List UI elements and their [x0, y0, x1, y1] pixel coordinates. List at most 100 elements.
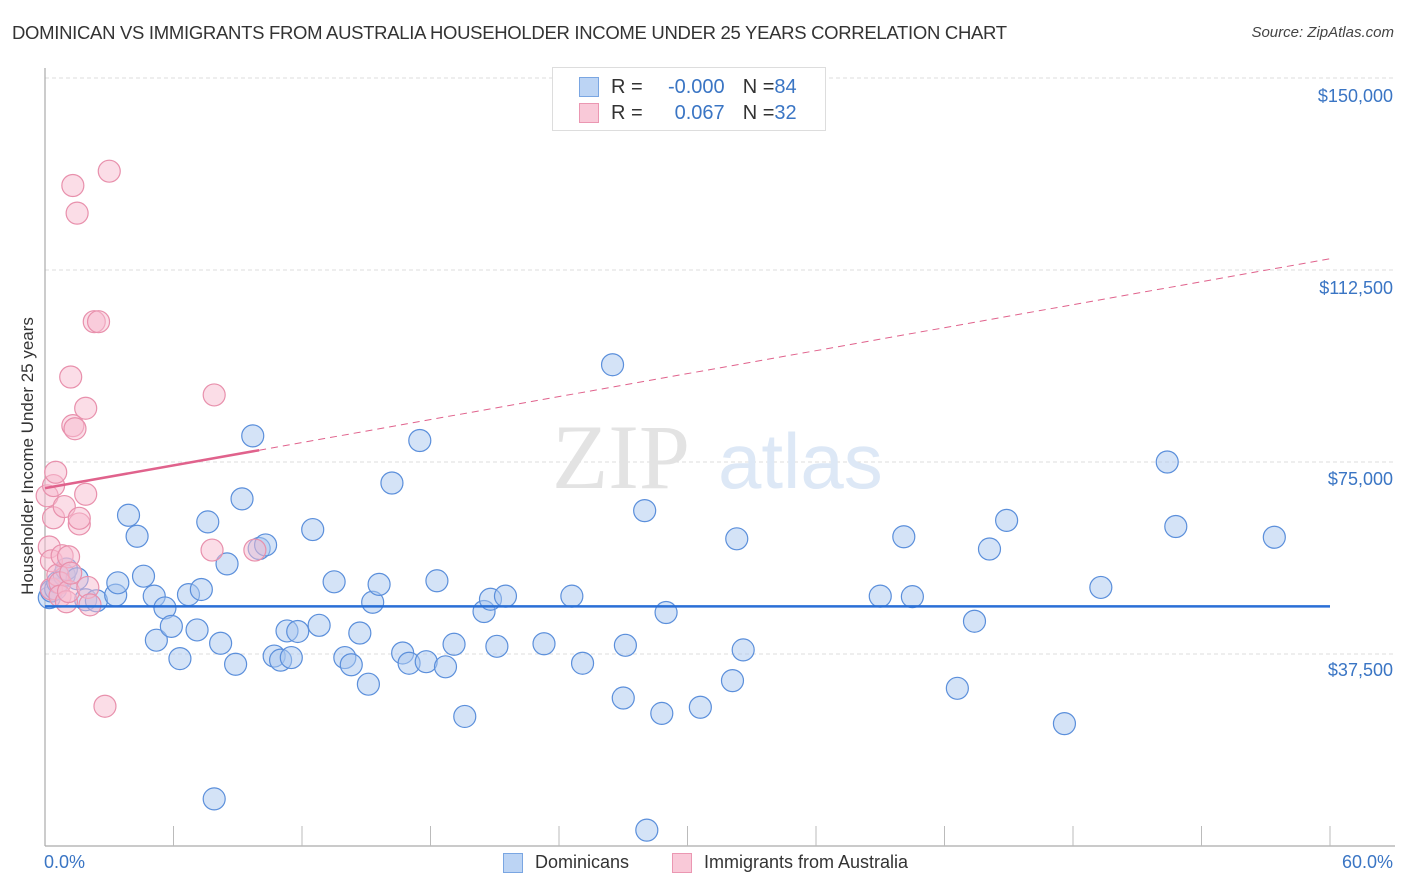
- data-point: [380, 471, 404, 495]
- data-point: [356, 672, 380, 696]
- y-axis-label: Householder Income Under 25 years: [18, 317, 37, 595]
- r-label: R =: [611, 75, 643, 98]
- data-point: [633, 499, 657, 523]
- data-point: [230, 487, 254, 511]
- data-point: [995, 508, 1019, 532]
- n-label: N =: [742, 75, 775, 98]
- data-point: [196, 510, 220, 534]
- data-point: [414, 650, 438, 674]
- data-point: [635, 818, 659, 842]
- data-point: [425, 569, 449, 593]
- gridlines: [45, 77, 1395, 655]
- r-value: 0.067: [674, 101, 725, 124]
- series-dominicans: [37, 353, 1286, 842]
- data-point: [65, 201, 89, 225]
- data-point: [74, 396, 98, 420]
- data-point: [945, 676, 969, 700]
- legend-swatch-pink: [579, 103, 599, 123]
- data-point: [159, 614, 183, 638]
- axes: [44, 68, 1395, 847]
- data-point: [215, 552, 239, 576]
- data-point: [408, 428, 432, 453]
- data-point: [977, 537, 1002, 561]
- data-point: [307, 613, 331, 637]
- data-point: [200, 538, 224, 562]
- data-point: [67, 506, 91, 530]
- data-point: [560, 584, 584, 608]
- legend-item-dominicans[interactable]: Dominicans: [503, 852, 629, 873]
- data-point: [61, 173, 85, 198]
- data-point: [493, 584, 518, 608]
- data-point: [168, 647, 192, 671]
- data-point: [63, 417, 87, 441]
- source-label: Source: ZipAtlas.com: [1251, 24, 1394, 41]
- legend-label: Immigrants from Australia: [704, 852, 909, 872]
- data-point: [59, 561, 83, 585]
- legend-swatch-blue: [579, 77, 599, 97]
- data-point: [600, 353, 625, 377]
- r-label: R =: [611, 101, 643, 124]
- data-point: [59, 365, 83, 389]
- legend-row-dominicans: R = -0.000 N = 84: [579, 75, 797, 99]
- data-point: [433, 655, 458, 679]
- data-point: [688, 695, 712, 719]
- watermark-atlas: atlas: [718, 417, 883, 505]
- data-point: [650, 701, 674, 725]
- data-point: [1052, 712, 1077, 736]
- data-point: [106, 571, 130, 595]
- ytick-112500: $112,500: [1319, 278, 1393, 298]
- data-point: [892, 525, 916, 549]
- data-point: [241, 424, 265, 448]
- data-point: [131, 564, 156, 588]
- data-point: [868, 584, 892, 608]
- data-point: [224, 652, 248, 676]
- data-point: [1089, 575, 1113, 600]
- data-point: [86, 310, 111, 334]
- data-point: [339, 653, 363, 677]
- series-legend: Dominicans Immigrants from Australia: [0, 852, 1406, 878]
- legend-item-immigrants-australia[interactable]: Immigrants from Australia: [672, 852, 908, 873]
- legend-swatch-blue: [503, 852, 523, 873]
- data-point: [74, 482, 98, 506]
- data-point: [731, 638, 755, 662]
- r-value: -0.000: [667, 75, 725, 98]
- data-point: [532, 632, 556, 656]
- data-point: [144, 628, 168, 652]
- data-point: [725, 527, 749, 551]
- correlation-legend: R = -0.000 N = 84 R = 0.067 N = 32: [552, 67, 826, 131]
- data-point: [453, 704, 477, 729]
- data-point: [125, 524, 149, 548]
- data-point: [570, 651, 595, 675]
- data-point: [202, 383, 226, 407]
- data-point: [1262, 525, 1286, 549]
- data-point: [1164, 514, 1188, 539]
- data-point: [367, 572, 391, 596]
- legend-row-immigrants: R = 0.067 N = 32: [579, 101, 797, 125]
- data-point: [243, 538, 267, 562]
- trend-line-immigrants-dashed: [259, 258, 1331, 451]
- data-point: [1155, 450, 1179, 474]
- legend-swatch-pink: [672, 852, 692, 873]
- data-point: [613, 633, 637, 657]
- legend-label: Dominicans: [535, 852, 630, 872]
- data-point: [348, 621, 372, 645]
- data-point: [93, 694, 117, 718]
- xtick-min: 0.0%: [44, 852, 86, 872]
- data-point: [78, 593, 102, 617]
- n-value: 84: [774, 75, 797, 98]
- ytick-75000: $75,000: [1327, 469, 1393, 489]
- data-point: [442, 632, 466, 656]
- ytick-37500: $37,500: [1327, 660, 1393, 680]
- trend-lines: [44, 258, 1331, 608]
- data-point: [116, 503, 141, 527]
- data-point: [900, 585, 924, 609]
- data-point: [720, 669, 745, 693]
- data-point: [611, 686, 635, 710]
- data-point: [279, 645, 303, 670]
- chart-title: DOMINICAN VS IMMIGRANTS FROM AUSTRALIA H…: [12, 22, 1007, 43]
- data-point: [202, 787, 226, 811]
- data-point: [189, 577, 213, 602]
- watermark: ZIP atlas: [552, 406, 883, 508]
- data-point: [962, 609, 987, 633]
